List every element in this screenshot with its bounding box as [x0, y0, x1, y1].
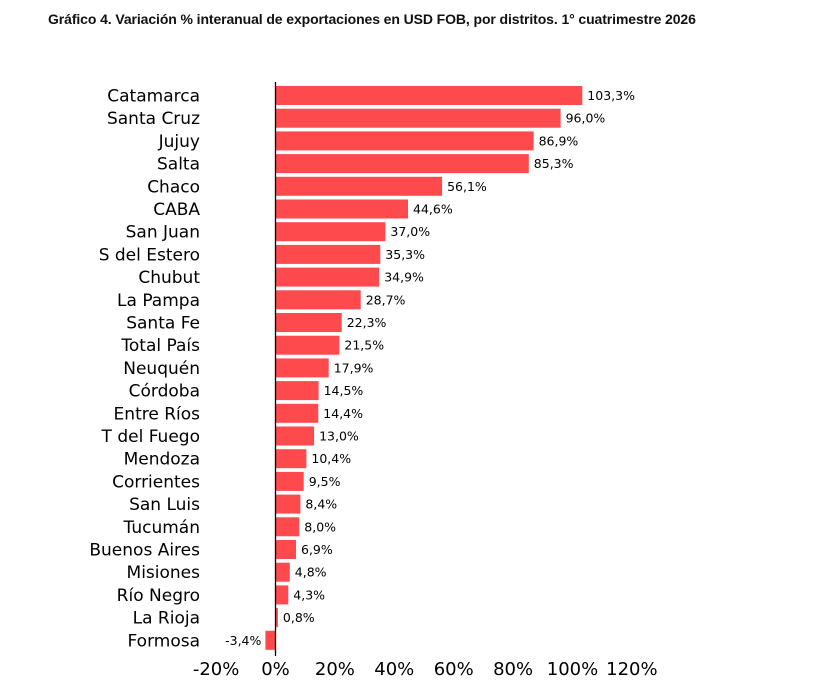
bar — [275, 199, 408, 219]
x-axis-ticks-group: -20% 0% 20% 40% 60% 80% 100% 120% — [193, 659, 658, 680]
x-tick-label: 80% — [493, 659, 533, 680]
category-label: Neuquén — [123, 359, 200, 379]
chart-title: Gráfico 4. Variación % interanual de exp… — [48, 11, 696, 27]
category-label: Río Negro — [117, 586, 200, 606]
bar — [275, 426, 315, 446]
bar — [275, 131, 534, 151]
bar — [275, 449, 307, 469]
category-label: San Luis — [129, 495, 200, 515]
bar — [275, 494, 301, 514]
bar — [275, 358, 329, 378]
bar — [275, 176, 443, 196]
bar — [275, 403, 319, 423]
bar — [275, 335, 340, 355]
category-label: Formosa — [128, 631, 201, 651]
value-label: 85,3% — [534, 156, 574, 171]
bars-group — [265, 86, 583, 650]
bar — [275, 471, 304, 491]
category-label: Total País — [120, 336, 200, 356]
bar — [275, 540, 296, 559]
value-label: 56,1% — [447, 179, 487, 194]
bar — [275, 222, 386, 242]
value-label: 4,3% — [293, 587, 325, 602]
bar — [275, 154, 529, 174]
value-label: 103,3% — [587, 88, 635, 103]
value-label: 14,5% — [324, 383, 364, 398]
category-label: La Pampa — [117, 291, 200, 311]
bar — [275, 86, 583, 105]
value-label: 34,9% — [384, 270, 424, 285]
category-label: CABA — [153, 200, 200, 220]
x-tick-label: 100% — [547, 659, 598, 680]
bar — [275, 585, 289, 605]
category-label: Tucumán — [123, 518, 200, 538]
bar — [275, 108, 561, 128]
category-label: Misiones — [127, 563, 201, 583]
category-label: Córdoba — [129, 382, 200, 402]
x-tick-label: 0% — [261, 659, 290, 680]
x-tick-label: 40% — [374, 659, 414, 680]
value-label: 17,9% — [334, 360, 374, 375]
category-label: Chaco — [147, 177, 200, 197]
value-label: 86,9% — [539, 133, 579, 148]
category-label: Jujuy — [158, 132, 200, 152]
value-label: 35,3% — [385, 247, 425, 262]
bar — [275, 562, 290, 582]
value-label: 9,5% — [309, 474, 341, 489]
value-label: -3,4% — [225, 633, 261, 648]
value-label: 8,4% — [305, 497, 337, 512]
bar — [275, 517, 300, 537]
bar — [275, 608, 278, 628]
category-label: T del Fuego — [101, 427, 200, 447]
category-label: Chubut — [138, 268, 200, 288]
category-label: Mendoza — [124, 450, 200, 470]
bar — [275, 381, 319, 401]
bar — [275, 313, 342, 332]
value-label: 14,4% — [323, 406, 363, 421]
x-tick-label: 120% — [606, 659, 657, 680]
value-label: 8,0% — [304, 519, 336, 534]
bar — [275, 244, 381, 264]
value-label: 10,4% — [311, 451, 351, 466]
value-label: 44,6% — [413, 202, 453, 217]
bar — [275, 267, 380, 287]
category-label: La Rioja — [133, 609, 200, 629]
category-label: San Juan — [126, 223, 200, 243]
x-tick-label: 60% — [434, 659, 474, 680]
value-label: 13,0% — [319, 429, 359, 444]
value-labels-group: 103,3% 96,0% 86,9% 85,3% 56,1% 44,6% 37,0% 35,3… — [225, 88, 635, 648]
category-label: S del Estero — [99, 245, 200, 265]
value-label: 21,5% — [344, 338, 384, 353]
value-label: 4,8% — [295, 565, 327, 580]
value-label: 6,9% — [301, 542, 333, 557]
value-label: 0,8% — [283, 610, 315, 625]
category-label: Catamarca — [107, 87, 200, 107]
category-label: Entre Ríos — [114, 404, 201, 424]
value-label: 37,0% — [390, 224, 430, 239]
x-tick-label: 20% — [315, 659, 355, 680]
category-label: Santa Fe — [126, 314, 200, 334]
category-label: Salta — [157, 155, 200, 175]
category-label: Santa Cruz — [107, 109, 200, 129]
value-label: 22,3% — [347, 315, 387, 330]
category-label: Corrientes — [112, 472, 200, 492]
category-label: Buenos Aires — [89, 541, 200, 561]
bar — [275, 290, 361, 310]
value-label: 28,7% — [366, 292, 406, 307]
x-tick-label: -20% — [193, 659, 240, 680]
value-label: 96,0% — [566, 111, 606, 126]
bar — [265, 630, 276, 650]
